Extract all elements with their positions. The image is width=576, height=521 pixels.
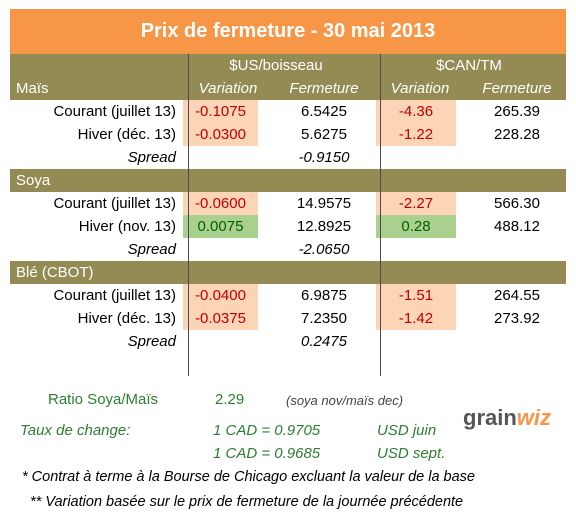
row-label: Hiver (déc. 13) (77, 126, 176, 143)
cad-close-cell: 566.30 (494, 195, 540, 212)
spread-value: -0.9150 (298, 149, 350, 166)
exchange-line1: 1 CAD = 0.9705 (213, 422, 321, 439)
exchange-line2: 1 CAD = 0.9685 (213, 445, 321, 462)
divider (188, 54, 189, 376)
usd-variation-cell: -0.1075 (183, 100, 258, 123)
cad-close-cell: 265.39 (494, 103, 540, 120)
table-row: Courant (juillet 13) -0.0600 14.9575 -2.… (10, 192, 566, 215)
logo-text-grain: grain (463, 405, 517, 430)
section-header-soya: Soya (10, 169, 566, 192)
cad-fermeture-header: Fermeture (482, 80, 552, 97)
column-header-row: Maïs Variation Fermeture Variation Ferme… (10, 77, 566, 100)
ratio-note: (soya nov/maïs dec) (286, 393, 404, 408)
usd-close-cell: 7.2350 (301, 310, 347, 327)
cad-variation-cell: -2.27 (376, 192, 456, 215)
cad-variation-cell: -4.36 (376, 100, 456, 123)
usd-header: $US/boisseau (229, 57, 323, 74)
usd-close-cell: 12.8925 (296, 218, 352, 235)
row-label: Courant (juillet 13) (53, 287, 176, 304)
usd-close-cell: 5.6275 (301, 126, 347, 143)
row-label: Courant (juillet 13) (53, 103, 176, 120)
table-row: Courant (juillet 13) -0.1075 6.5425 -4.3… (10, 100, 566, 123)
spread-label: Spread (127, 333, 176, 350)
usd-variation-cell: -0.0600 (183, 192, 258, 215)
cad-variation-cell: -1.51 (376, 284, 456, 307)
cad-variation-header: Variation (390, 80, 450, 97)
currency-header-row: $US/boisseau $CAN/TM (10, 54, 566, 77)
usd-close-cell: 6.9875 (301, 287, 347, 304)
usd-close-cell: 14.9575 (296, 195, 352, 212)
usd-close-cell: 6.5425 (301, 103, 347, 120)
usd-variation-cell: -0.0300 (183, 123, 258, 146)
cad-close-cell: 488.12 (494, 218, 540, 235)
spread-label: Spread (127, 149, 176, 166)
exchange-line2-unit: USD sept. (377, 445, 446, 462)
spread-row: Spread 0.2475 (10, 330, 566, 353)
divider (380, 54, 381, 376)
row-label: Hiver (nov. 13) (78, 218, 176, 235)
cad-variation-cell: -1.22 (376, 123, 456, 146)
usd-variation-cell: -0.0375 (183, 307, 258, 330)
table-row: Hiver (déc. 13) -0.0300 5.6275 -1.22 228… (10, 123, 566, 146)
usd-variation-header: Variation (198, 80, 258, 97)
cad-variation-cell: -1.42 (376, 307, 456, 330)
usd-fermeture-header: Fermeture (289, 80, 359, 97)
section-header-ble: Blé (CBOT) (10, 261, 566, 284)
row-label: Hiver (déc. 13) (77, 310, 176, 327)
usd-variation-cell: -0.0400 (183, 284, 258, 307)
page-title: Prix de fermeture - 30 mai 2013 (10, 9, 566, 54)
grainwiz-logo: grainwiz (463, 405, 558, 435)
cad-header: $CAN/TM (436, 57, 502, 74)
logo-text-wiz: wiz (516, 405, 552, 430)
usd-variation-cell: 0.0075 (183, 215, 258, 238)
footnote-2: ** Variation basée sur le prix de fermet… (30, 494, 464, 510)
exchange-label: Taux de change: (20, 422, 131, 439)
cad-close-cell: 264.55 (494, 287, 540, 304)
row-label: Courant (juillet 13) (53, 195, 176, 212)
ratio-value: 2.29 (215, 391, 245, 408)
cad-variation-cell: 0.28 (376, 215, 456, 238)
spread-value: -2.0650 (298, 241, 350, 258)
spread-value: 0.2475 (301, 333, 347, 350)
section-title-mais: Maïs (16, 80, 49, 97)
section-title-ble: Blé (CBOT) (16, 264, 94, 281)
table-row: Courant (juillet 13) -0.0400 6.9875 -1.5… (10, 284, 566, 307)
section-title-soya: Soya (16, 172, 51, 189)
exchange-line1-unit: USD juin (377, 422, 437, 439)
ratio-label: Ratio Soya/Maïs (48, 391, 159, 408)
cad-close-cell: 273.92 (494, 310, 540, 327)
price-grid: $US/boisseau $CAN/TM Maïs Variation Ferm… (10, 54, 566, 376)
footnote-1: * Contrat à terme à la Bourse de Chicago… (22, 469, 475, 485)
table-row: Hiver (déc. 13) -0.0375 7.2350 -1.42 273… (10, 307, 566, 330)
cad-close-cell: 228.28 (494, 126, 540, 143)
spread-row: Spread -0.9150 (10, 146, 566, 169)
spread-label: Spread (127, 241, 176, 258)
spread-row: Spread -2.0650 (10, 238, 566, 261)
table-row: Hiver (nov. 13) 0.0075 12.8925 0.28 488.… (10, 215, 566, 238)
